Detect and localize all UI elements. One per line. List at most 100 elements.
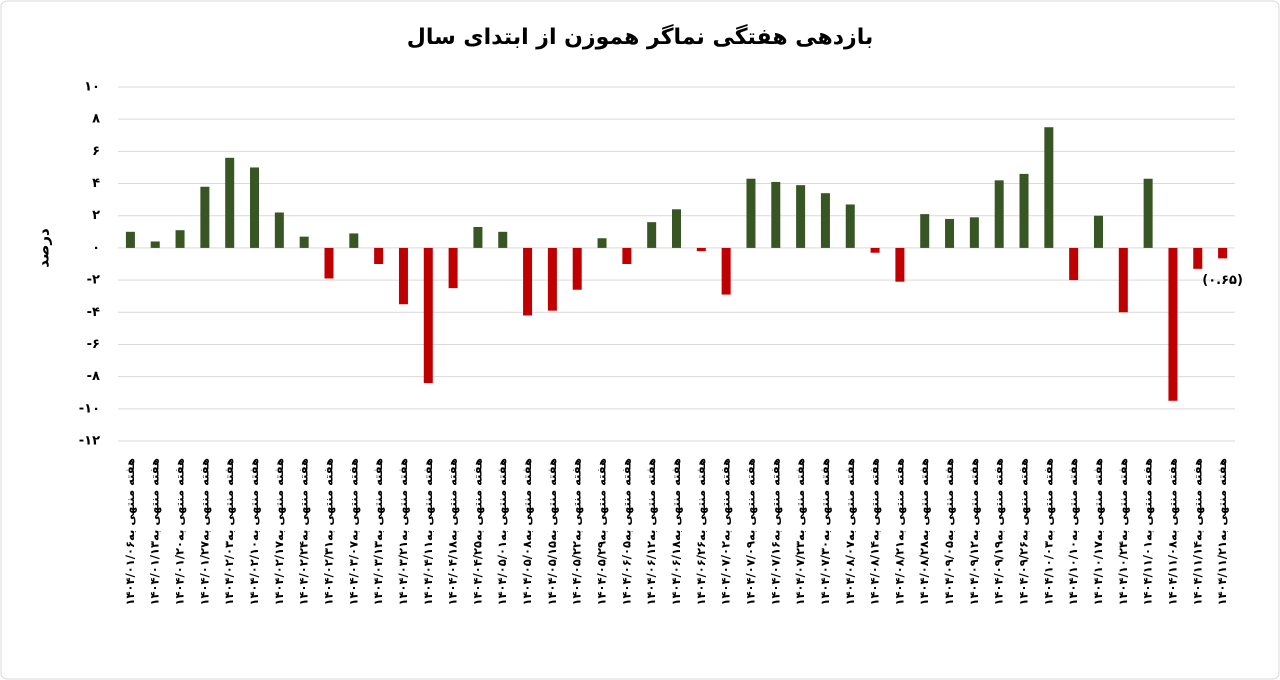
bar <box>423 247 433 384</box>
bar <box>696 247 706 252</box>
x-tick-label: هفته منتهی به۱۴۰۴/۰۳/۰۷ <box>346 458 360 606</box>
y-tick-label: -۶ <box>87 337 100 352</box>
bar <box>1218 247 1228 259</box>
x-tick-label: هفته منتهی به۱۴۰۴/۰۴/۱۸ <box>446 458 460 606</box>
bar <box>920 214 930 248</box>
bar <box>796 185 806 248</box>
x-tick-label: هفته منتهی به۱۴۰۴/۰۲/۱۰ <box>247 458 261 606</box>
bar <box>299 236 309 248</box>
y-tick-label: ۶ <box>92 144 100 159</box>
bar <box>1168 247 1178 401</box>
x-tick-label: هفته منتهی به۱۴۰۴/۰۸/۲۸ <box>917 458 931 606</box>
x-tick-label: هفته منتهی به۱۴۰۴/۰۹/۱۲ <box>967 458 981 606</box>
x-tick-label: هفته منتهی به۱۴۰۴/۰۱/۱۳ <box>148 458 162 606</box>
x-tick-label: هفته منتهی به۱۴۰۴/۰۱/۲۰ <box>173 458 187 606</box>
x-tick-label: هفته منتهی به۱۴۰۴/۰۶/۱۸ <box>669 458 683 606</box>
chart-title: بازدهی هفتگی نماگر هموزن از ابتدای سال <box>407 23 873 50</box>
bar <box>200 186 210 248</box>
x-tick-label: هفته منتهی به۱۴۰۴/۰۴/۱۱ <box>421 458 435 606</box>
bar <box>1118 247 1128 313</box>
bar <box>895 247 905 282</box>
y-tick-label: ۲ <box>92 208 100 223</box>
x-tick-label: هفته منتهی به۱۴۰۴/۰۲/۲۴ <box>297 458 311 606</box>
bar <box>547 247 557 311</box>
bar <box>672 209 681 248</box>
bar <box>945 218 955 248</box>
bar <box>225 157 235 248</box>
y-tick-label: -۸ <box>87 369 100 384</box>
bar <box>448 247 458 289</box>
x-tick-label: هفته منتهی به۱۴۰۴/۰۷/۰۹ <box>743 458 757 606</box>
x-tick-label: هفته منتهی به۱۴۰۴/۰۱/۰۶ <box>123 458 137 606</box>
x-tick-label: هفته منتهی به۱۴۰۴/۰۸/۰۷ <box>843 458 857 606</box>
value-label: (۰.۶۵) <box>1202 273 1243 288</box>
x-tick-label: هفته منتهی به۱۴۰۴/۰۵/۲۹ <box>595 458 609 606</box>
bar <box>771 181 781 248</box>
x-tick-label: هفته منتهی به۱۴۰۴/۰۹/۲۶ <box>1017 458 1031 606</box>
y-tick-label: ۱۰ <box>84 80 100 95</box>
x-tick-label: هفته منتهی به۱۴۰۴/۰۷/۱۶ <box>768 458 782 606</box>
x-tick-label: هفته منتهی به۱۴۰۴/۰۵/۲۲ <box>570 458 584 606</box>
x-tick-label: هفته منتهی به۱۴۰۴/۰۷/۲۳ <box>793 458 807 606</box>
x-tick-label: هفته منتهی به۱۴۰۴/۰۸/۲۱ <box>892 458 906 606</box>
x-tick-label: هفته منتهی به۱۴۰۴/۰۳/۲۱ <box>396 458 410 606</box>
bar <box>1069 247 1079 281</box>
x-tick-label: هفته منتهی به۱۴۰۴/۰۲/۳۱ <box>321 458 335 606</box>
y-tick-label: -۱۰ <box>79 401 100 416</box>
y-tick-label: -۱۲ <box>79 434 100 449</box>
x-tick-label: هفته منتهی به۱۴۰۴/۱۰/۰۳ <box>1041 458 1055 606</box>
x-tick-label: هفته منتهی به۱۴۰۴/۰۷/۰۲ <box>719 458 733 606</box>
y-tick-label: ۸ <box>92 112 100 127</box>
x-tick-label: هفته منتهی به۱۴۰۴/۱۱/۰۸ <box>1165 458 1179 606</box>
bar <box>622 247 632 264</box>
y-tick-label: ۰ <box>92 240 100 255</box>
x-tick-label: هفته منتهی به۱۴۰۴/۰۶/۲۶ <box>694 458 708 606</box>
bar <box>870 247 880 253</box>
bar <box>175 230 185 248</box>
x-tick-label: هفته منتهی به۱۴۰۴/۰۳/۱۳ <box>371 458 385 606</box>
bar <box>125 231 135 248</box>
x-tick-label: هفته منتهی به۱۴۰۴/۱۱/۲۱ <box>1215 458 1229 606</box>
x-tick-label: هفته منتهی به۱۴۰۴/۰۵/۰۱ <box>495 458 509 606</box>
y-axis-label: درصد <box>35 228 53 268</box>
bar <box>845 204 855 248</box>
x-tick-label: هفته منتهی به۱۴۰۴/۰۹/۱۹ <box>992 458 1006 606</box>
bar <box>498 231 508 248</box>
bar <box>150 241 160 248</box>
x-tick-label: هفته منتهی به۱۴۰۴/۱۰/۱۰ <box>1066 458 1080 606</box>
bar <box>746 178 756 248</box>
x-tick-label: هفته منتهی به۱۴۰۴/۰۵/۰۸ <box>520 458 534 606</box>
x-tick-label: هفته منتهی به۱۴۰۴/۰۲/۱۷ <box>272 458 286 606</box>
bar <box>274 212 284 248</box>
bar <box>523 247 533 316</box>
bar <box>250 167 260 248</box>
bar <box>969 217 979 248</box>
x-tick-label: هفته منتهی به۱۴۰۴/۰۵/۱۵ <box>545 458 559 606</box>
bar <box>1093 215 1103 248</box>
x-tick-label: هفته منتهی به۱۴۰۴/۰۱/۲۷ <box>197 458 211 606</box>
bar <box>1044 127 1054 248</box>
bar <box>994 180 1004 248</box>
bar <box>597 238 607 248</box>
y-tick-label: ۴ <box>92 176 100 191</box>
x-tick-label: هفته منتهی به۱۴۰۴/۰۷/۳۰ <box>818 458 832 606</box>
x-tick-label: هفته منتهی به۱۴۰۴/۰۶/۰۵ <box>619 458 633 606</box>
bar <box>473 226 483 248</box>
x-tick-label: هفته منتهی به۱۴۰۴/۰۲/۰۳ <box>222 458 236 606</box>
x-tick-label: هفته منتهی به۱۴۰۴/۱۱/۱۴ <box>1190 458 1204 606</box>
bar <box>721 247 731 295</box>
bar <box>820 193 830 248</box>
bar <box>1193 247 1203 269</box>
bar <box>1019 173 1029 248</box>
x-tick-label: هفته منتهی به۱۴۰۴/۰۴/۲۵ <box>470 458 484 606</box>
bar <box>374 247 384 264</box>
x-tick-label: هفته منتهی به۱۴۰۴/۱۱/۰۱ <box>1141 458 1155 606</box>
bar <box>324 247 334 279</box>
bar <box>572 247 582 290</box>
x-tick-label: هفته منتهی به۱۴۰۴/۰۶/۱۲ <box>644 458 658 606</box>
bar <box>398 247 408 305</box>
y-tick-label: -۲ <box>87 273 100 288</box>
bar <box>1143 178 1153 248</box>
